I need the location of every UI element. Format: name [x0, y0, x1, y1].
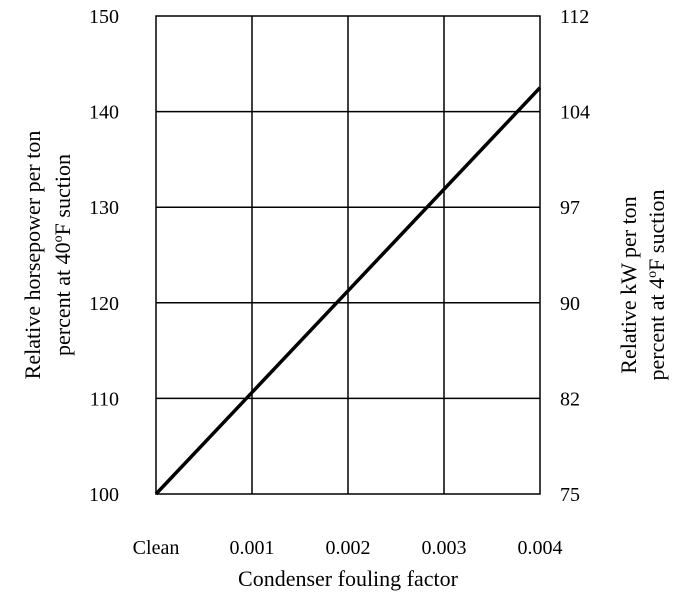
y-right-tick-labels: 75 82 90 97 104 112 [560, 6, 590, 506]
series-layer [154, 86, 542, 496]
y-left-tick-label: 140 [89, 102, 119, 124]
grid [156, 16, 540, 494]
series-line [154, 86, 542, 496]
y-right-tick-label: 97 [560, 197, 580, 219]
y-left-axis-title-line2: percent at 40oF suction [50, 154, 75, 356]
x-tick-label: 0.001 [230, 537, 275, 559]
x-axis-title: Condenser fouling factor [238, 566, 459, 591]
y-right-tick-label: 112 [560, 6, 589, 28]
y-right-tick-label: 75 [560, 484, 580, 506]
x-tick-label: 0.003 [422, 537, 467, 559]
x-tick-labels: Clean 0.001 0.002 0.003 0.004 [133, 537, 563, 559]
y-left-tick-label: 110 [90, 388, 119, 410]
y-right-axis-title-line2: percent at 4oF suction [644, 190, 669, 381]
x-tick-label: 0.004 [518, 537, 563, 559]
x-tick-label: 0.002 [326, 537, 371, 559]
x-tick-label: Clean [133, 537, 180, 559]
y-left-tick-label: 130 [89, 197, 119, 219]
y-right-tick-label: 90 [560, 293, 580, 315]
y-left-tick-label: 150 [89, 6, 119, 28]
plot-frame [155, 15, 541, 495]
y-right-axis-title-line1: Relative kW per ton [616, 196, 641, 373]
y-left-axis-title-line1: Relative horsepower per ton [20, 131, 45, 380]
y-right-tick-label: 104 [560, 102, 590, 124]
y-left-tick-label: 100 [89, 484, 119, 506]
y-left-tick-labels: 100 110 120 130 140 150 [89, 6, 119, 506]
y-left-tick-label: 120 [89, 293, 119, 315]
y-right-tick-label: 82 [560, 388, 580, 410]
